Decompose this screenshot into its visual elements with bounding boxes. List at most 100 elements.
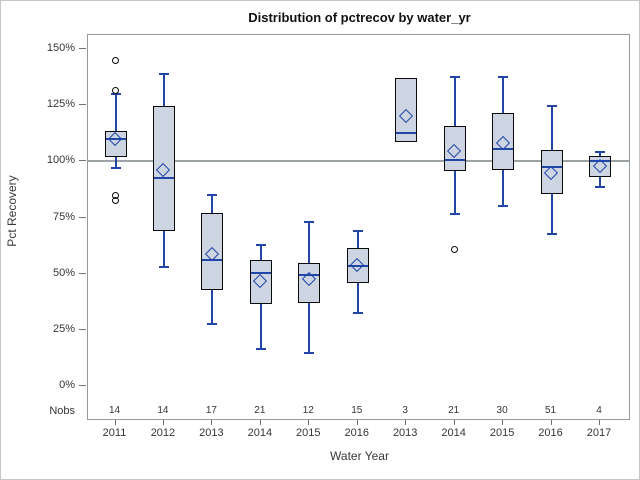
- median-line: [347, 264, 368, 267]
- upper-whisker: [550, 106, 553, 151]
- y-tick: [79, 160, 86, 162]
- lower-whisker-cap: [352, 312, 363, 315]
- y-tick-label: 100%: [46, 154, 75, 167]
- lower-whisker-cap: [207, 323, 218, 326]
- lower-whisker: [114, 156, 117, 169]
- upper-whisker: [114, 93, 117, 131]
- x-tick: [356, 420, 358, 425]
- nobs-value: 21: [448, 405, 460, 416]
- x-tick: [259, 420, 261, 425]
- upper-whisker: [308, 222, 311, 263]
- y-tick: [79, 47, 86, 49]
- upper-whisker: [356, 231, 359, 248]
- y-tick-label: 0%: [59, 379, 75, 392]
- y-tick-label: 75%: [52, 210, 75, 223]
- upper-whisker-cap: [449, 75, 460, 78]
- lower-whisker: [259, 304, 262, 350]
- y-tick-label: 25%: [52, 323, 75, 336]
- median-line: [105, 137, 126, 140]
- box-iqr: [540, 150, 563, 194]
- x-tick-label: 2012: [150, 427, 176, 439]
- upper-whisker-cap: [255, 243, 266, 246]
- box-iqr: [395, 78, 418, 143]
- x-tick-label: 2016: [538, 427, 563, 439]
- nobs-value: 30: [496, 405, 508, 416]
- x-axis-title: Water Year: [330, 449, 389, 463]
- median-line: [153, 177, 174, 180]
- upper-whisker-cap: [352, 230, 363, 233]
- x-tick-label: 2015: [489, 427, 515, 439]
- lower-whisker-cap: [255, 348, 266, 351]
- nobs-value: 15: [351, 405, 363, 416]
- lower-whisker: [502, 170, 505, 207]
- lower-whisker-cap: [110, 167, 121, 170]
- outlier-point: [112, 197, 119, 205]
- lower-whisker: [308, 303, 311, 353]
- nobs-value: 4: [596, 405, 602, 416]
- lower-whisker: [356, 282, 359, 314]
- upper-whisker-cap: [207, 194, 218, 197]
- reference-line-100pct: [88, 160, 629, 163]
- y-axis-title: Pct Recovery: [5, 175, 19, 247]
- x-tick-label: 2017: [586, 427, 612, 439]
- lower-whisker-cap: [595, 186, 605, 189]
- lower-whisker: [599, 177, 601, 188]
- x-tick: [502, 420, 504, 425]
- chart-title: Distribution of pctrecov by water_yr: [248, 10, 471, 25]
- upper-whisker-cap: [595, 151, 605, 154]
- y-tick-label: 125%: [46, 98, 75, 111]
- y-tick: [79, 329, 86, 331]
- plot-area: [87, 34, 630, 420]
- box-iqr: [104, 130, 127, 157]
- lower-whisker: [211, 289, 214, 325]
- median-line: [444, 159, 465, 162]
- nobs-value: 14: [157, 405, 169, 416]
- median-line: [202, 259, 223, 262]
- x-tick-label: 2014: [441, 427, 466, 439]
- box-iqr: [298, 262, 321, 304]
- nobs-value: 21: [254, 405, 266, 416]
- lower-whisker: [550, 193, 553, 235]
- median-line: [541, 165, 562, 168]
- lower-whisker-cap: [158, 266, 169, 269]
- upper-whisker: [502, 76, 505, 113]
- x-tick: [453, 420, 455, 425]
- nobs-value: 51: [544, 405, 557, 416]
- y-tick: [79, 216, 86, 218]
- y-tick-label: 50%: [52, 266, 75, 279]
- x-tick-label: 2014: [247, 427, 273, 439]
- upper-whisker-cap: [158, 72, 169, 75]
- median-line: [493, 147, 514, 150]
- outlier-point: [112, 56, 119, 64]
- x-tick-label: 2016: [344, 427, 369, 439]
- nobs-value: 14: [108, 405, 121, 416]
- upper-whisker-cap: [546, 105, 557, 108]
- x-tick: [162, 420, 164, 425]
- x-tick-label: 2011: [102, 427, 127, 439]
- y-tick: [79, 272, 86, 274]
- upper-whisker: [162, 73, 165, 107]
- lower-whisker-cap: [546, 233, 557, 236]
- x-tick: [308, 420, 310, 425]
- y-tick: [79, 385, 86, 387]
- nobs-value: 17: [205, 405, 217, 416]
- x-tick: [211, 420, 213, 425]
- x-tick-label: 2013: [199, 427, 224, 439]
- nobs-value: 3: [402, 405, 408, 416]
- y-tick: [79, 104, 86, 106]
- lower-whisker-cap: [449, 213, 460, 216]
- box-iqr: [249, 260, 272, 305]
- nobs-row-label: Nobs: [49, 405, 75, 417]
- nobs-value: 12: [302, 405, 314, 416]
- upper-whisker: [259, 244, 262, 261]
- lower-whisker-cap: [498, 205, 509, 208]
- x-tick-label: 2015: [296, 427, 321, 439]
- upper-whisker-cap: [304, 221, 315, 224]
- lower-whisker: [162, 231, 165, 268]
- box-iqr: [492, 112, 515, 171]
- outlier-point: [451, 245, 459, 253]
- box-iqr: [152, 106, 175, 232]
- x-tick: [114, 420, 116, 425]
- lower-whisker-cap: [304, 351, 315, 354]
